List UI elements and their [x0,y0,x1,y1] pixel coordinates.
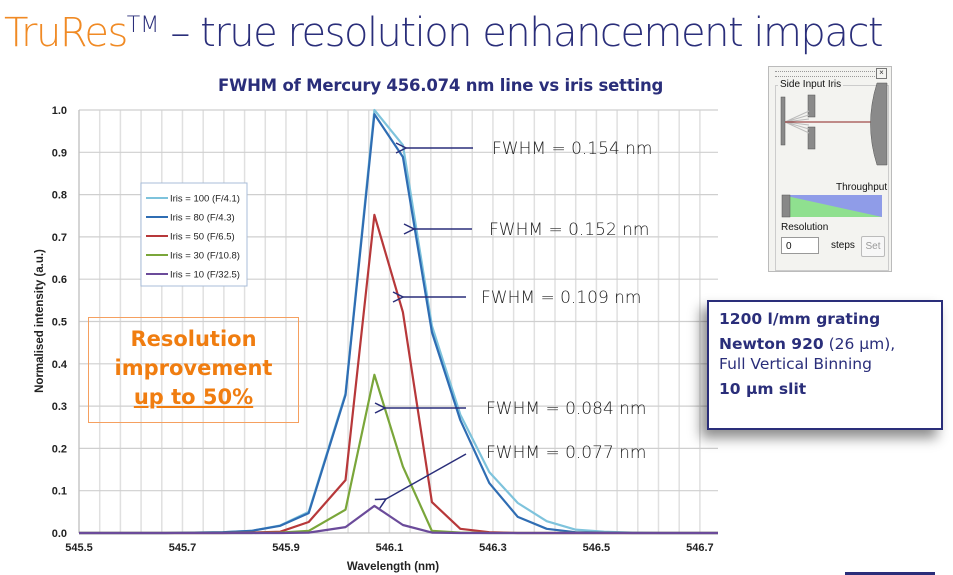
series-line-5 [79,504,718,535]
y-tick-label: 0.6 [52,274,67,286]
callout-line-2: improvement [114,356,273,380]
legend-entry: Iris = 30 (F/10.8) [170,251,240,262]
fwhm-label-1: FWHM = 0.154 nm [492,139,653,159]
binning-info: Full Vertical Binning [719,355,872,373]
x-tick-label: 545.5 [65,542,93,554]
fwhm-label-4: FWHM = 0.084 nm [486,399,647,419]
fwhm-label-5: FWHM = 0.077 nm [486,443,647,463]
iris-group-label: Side Input Iris [778,79,844,90]
iris-blade-bottom-icon [807,126,816,150]
y-tick-label: 0.2 [52,443,67,455]
y-tick-label: 0.3 [52,401,67,413]
legend-frame [140,182,248,287]
steps-input[interactable]: 0 [781,237,819,254]
title-rest: – true resolution enhancement impact [159,10,883,56]
chart-title: FWHM of Mercury 456.074 nm line vs iris … [218,76,664,95]
resolution-improvement-callout: Resolution improvement up to 50% [88,317,299,423]
legend-entry: Iris = 10 (F/32.5) [170,270,240,281]
series-lines [79,108,718,535]
axis-ticks: 0.0 0.1 0.2 0.3 0.4 0.5 0.6 0.7 0.8 0.9 1.0 545.5 54… [52,105,714,554]
resolution-label: Resolution [781,222,829,233]
title-trademark: TM [126,13,160,38]
light-cone-icon [784,110,810,134]
throughput-fill [782,195,882,217]
camera-pixel: (26 µm), [823,335,896,353]
x-tick-label: 546.7 [686,542,714,554]
y-tick-label: 0.1 [52,486,67,498]
title-brand: TruRes [4,10,128,56]
slit-icon [780,96,786,146]
y-tick-label: 0.0 [52,528,67,540]
mirror-icon [870,82,888,166]
iris-diagram [780,82,888,218]
y-tick-label: 0.7 [52,232,67,244]
y-tick-label: 0.9 [52,147,67,159]
y-tick-label: 0.5 [52,317,67,329]
callout-line-3: up to 50% [133,385,254,409]
callout-line-1: Resolution [130,327,257,351]
x-tick-label: 546.3 [479,542,507,554]
fwhm-arrow-5 [386,453,467,499]
panel-grip[interactable] [775,71,875,77]
slide-title: TruResTM – true resolution enhancement i… [4,0,883,59]
x-tick-label: 546.5 [583,542,611,554]
y-tick-label: 0.4 [52,359,68,371]
setup-info-box: 1200 l/mm grating Newton 920 (26 µm), Ful… [707,300,943,430]
legend-entry: Iris = 100 (F/4.1) [170,194,240,205]
fwhm-annotations: FWHM = 0.154 nm FWHM = 0.152 nm FWHM = 0… [385,139,653,499]
y-tick-label: 0.8 [52,190,67,202]
side-input-iris-panel: × Side Input Iris Throughput Resolution … [768,66,892,272]
x-tick-label: 545.7 [169,542,197,554]
legend-entry: Iris = 80 (F/4.3) [170,213,235,224]
legend: Iris = 100 (F/4.1) Iris = 80 (F/4.3) Iris … [140,182,248,287]
grating-info: 1200 l/mm grating [719,310,881,328]
x-axis-label: Wavelength (nm) [347,561,439,573]
legend-entry: Iris = 50 (F/6.5) [170,232,235,243]
steps-label: steps [831,240,855,251]
camera-name: Newton 920 [719,335,824,353]
y-tick-label: 1.0 [52,105,67,117]
camera-info: Newton 920 (26 µm), Full Vertical Binning [719,334,941,374]
x-tick-label: 545.9 [272,542,300,554]
fwhm-label-3: FWHM = 0.109 nm [481,288,642,308]
throughput-label: Throughput [836,182,888,193]
set-button[interactable]: Set [861,236,885,257]
y-axis-label: Normalised intensity (a.u.) [34,249,46,393]
x-tick-label: 546.1 [376,542,404,554]
close-icon[interactable]: × [876,68,887,79]
fwhm-label-2: FWHM = 0.152 nm [489,220,650,240]
iris-slider-handle[interactable] [781,194,791,218]
slit-info: 10 µm slit [719,380,807,398]
iris-blade-top-icon [807,94,816,118]
footer-accent-bar [845,572,935,575]
